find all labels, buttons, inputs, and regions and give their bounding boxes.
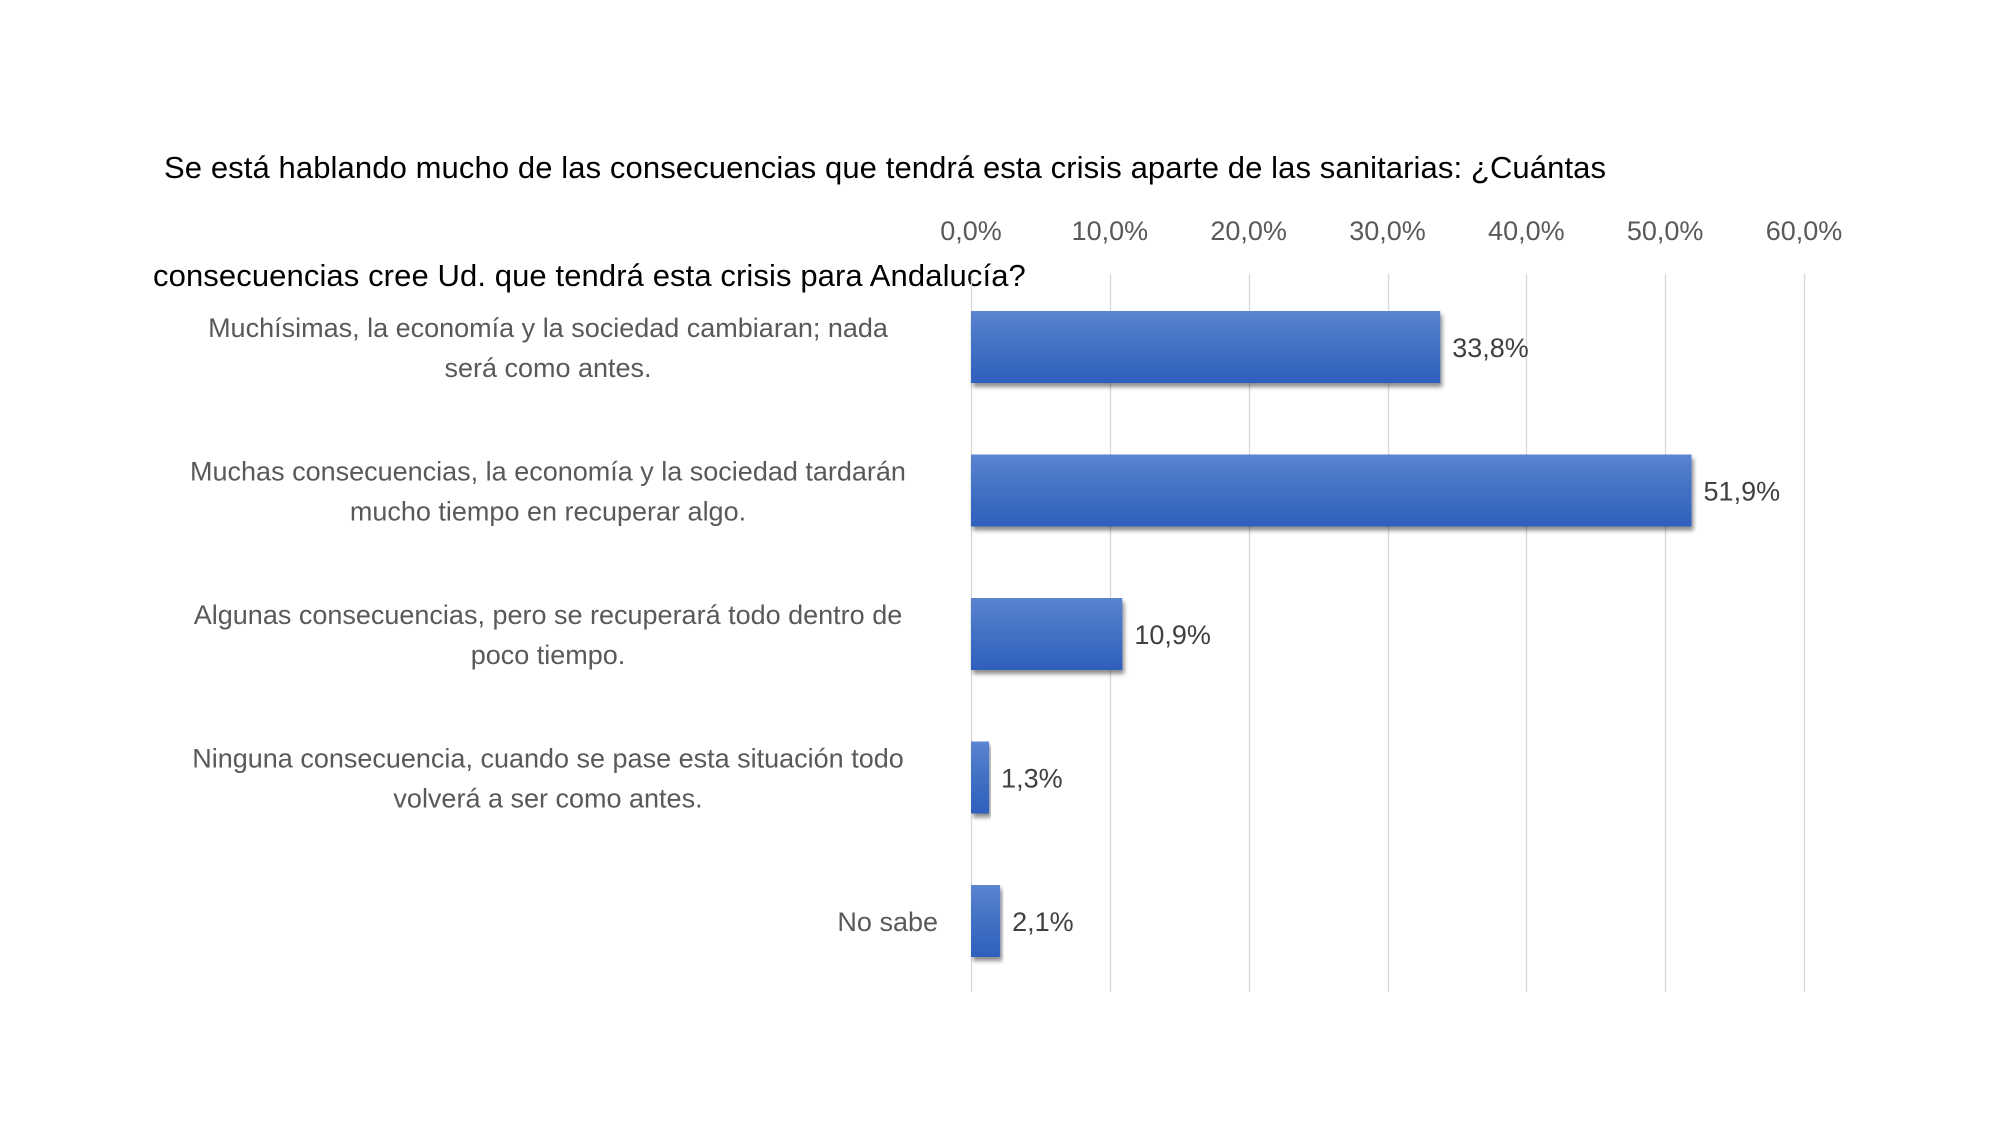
category-labels: Muchísimas, la economía y la sociedad ca… xyxy=(190,313,938,937)
data-label: 10,9% xyxy=(1134,620,1211,650)
data-label: 2,1% xyxy=(1012,907,1074,937)
category-label: Muchísimas, la economía y la sociedad ca… xyxy=(208,313,889,343)
chart-title-line-2: consecuencias cree Ud. que tendrá esta c… xyxy=(153,258,1026,293)
category-label: Algunas consecuencias, pero se recuperar… xyxy=(194,600,902,630)
category-label: poco tiempo. xyxy=(471,640,626,670)
bar xyxy=(971,598,1123,670)
data-labels: 33,8% 51,9% 10,9% 1,3% 2,1% xyxy=(1001,333,1780,937)
x-tick-label: 50,0% xyxy=(1627,216,1704,246)
data-label: 1,3% xyxy=(1001,764,1063,794)
category-label: mucho tiempo en recuperar algo. xyxy=(350,497,746,527)
bar xyxy=(971,741,990,814)
category-label: No sabe xyxy=(837,907,938,937)
bars xyxy=(971,311,1692,957)
chart-title-line-1: Se está hablando mucho de las consecuenc… xyxy=(164,150,1607,185)
bar xyxy=(971,885,1001,957)
data-label: 51,9% xyxy=(1704,477,1781,507)
data-label: 33,8% xyxy=(1452,333,1529,363)
x-tick-label: 30,0% xyxy=(1349,216,1426,246)
x-tick-label: 60,0% xyxy=(1766,216,1843,246)
category-label: Muchas consecuencias, la economía y la s… xyxy=(190,457,906,487)
x-tick-label: 40,0% xyxy=(1488,216,1565,246)
x-tick-label: 20,0% xyxy=(1210,216,1287,246)
bar xyxy=(971,454,1692,527)
category-label: volverá a ser como antes. xyxy=(393,784,702,814)
category-label: será como antes. xyxy=(444,353,651,383)
bar xyxy=(971,311,1441,383)
x-tick-label: 10,0% xyxy=(1072,216,1149,246)
x-axis-ticks: 0,0% 10,0% 20,0% 30,0% 40,0% 50,0% 60,0% xyxy=(940,216,1842,246)
x-tick-label: 0,0% xyxy=(940,216,1002,246)
category-label: Ninguna consecuencia, cuando se pase est… xyxy=(192,744,904,774)
gridlines xyxy=(970,274,1806,992)
chart-title: Se está hablando mucho de las consecuenc… xyxy=(153,78,1713,330)
